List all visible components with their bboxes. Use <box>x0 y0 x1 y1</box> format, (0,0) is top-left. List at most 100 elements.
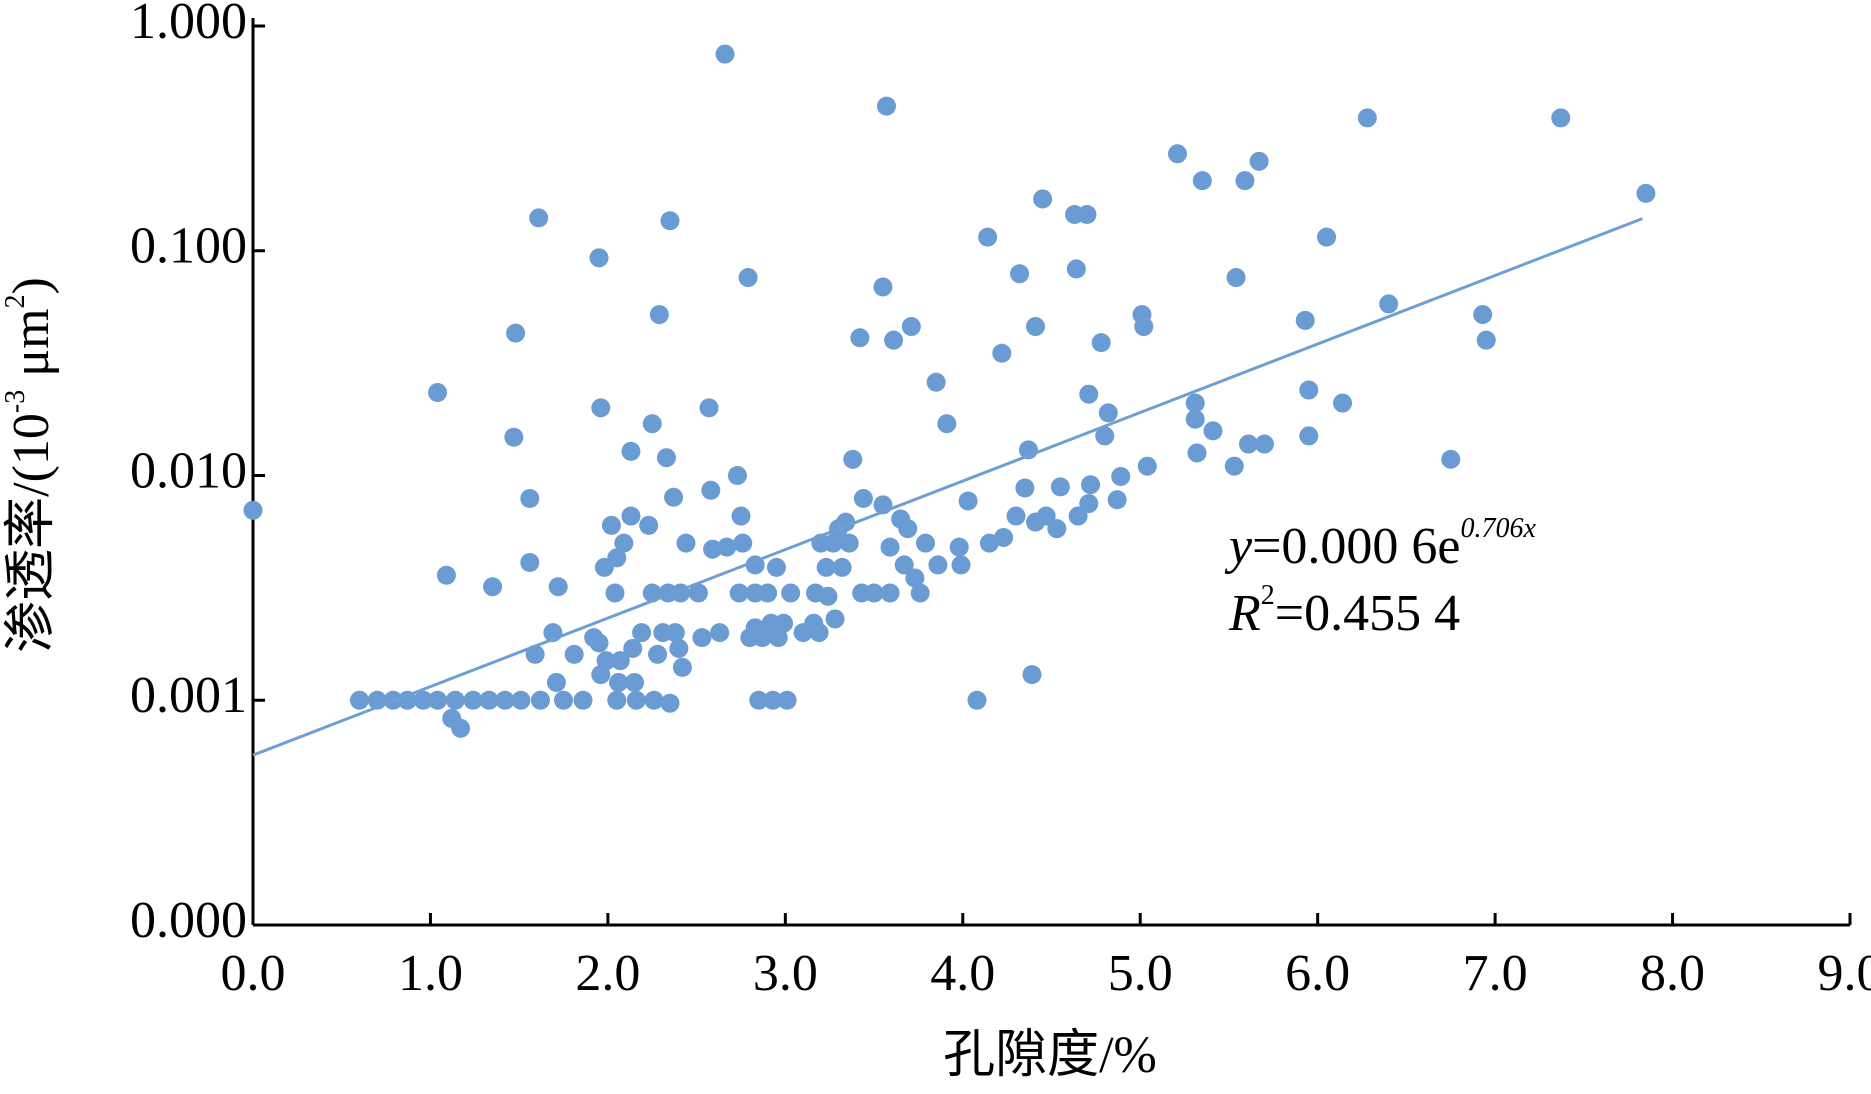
eq-exp: x <box>1523 513 1537 544</box>
x-tick-label: 6.0 <box>1285 945 1350 1002</box>
point <box>994 527 1014 547</box>
x-tick-label: 3.0 <box>753 945 818 1002</box>
point <box>928 555 948 575</box>
point <box>625 672 645 692</box>
x-tick-label: 7.0 <box>1463 945 1528 1002</box>
point <box>504 427 524 447</box>
point <box>1249 151 1269 171</box>
point <box>880 583 900 603</box>
point <box>1006 506 1026 526</box>
x-tick-label: 4.0 <box>930 945 995 1002</box>
point <box>1079 384 1099 404</box>
point <box>715 44 735 64</box>
point <box>506 323 526 343</box>
point <box>436 565 456 585</box>
y-label-part: μm <box>3 308 60 389</box>
point <box>1441 449 1461 469</box>
point <box>777 690 797 710</box>
point <box>1238 434 1258 454</box>
point <box>610 651 630 671</box>
point <box>445 690 465 710</box>
point <box>1473 305 1493 325</box>
point <box>884 330 904 350</box>
point <box>1077 204 1097 224</box>
y-axis-label: 渗透率/(10-3 μm2) <box>0 277 60 653</box>
point <box>451 718 471 738</box>
point <box>623 638 643 658</box>
point <box>548 577 568 597</box>
point <box>926 372 946 392</box>
point <box>1224 456 1244 476</box>
point <box>644 690 664 710</box>
point <box>781 583 801 603</box>
point <box>738 268 758 288</box>
y-label-part: ) <box>3 277 60 294</box>
eq-exp: 0.706 <box>1461 513 1524 544</box>
point <box>729 583 749 603</box>
point <box>1137 456 1157 476</box>
point <box>1036 506 1056 526</box>
trend-line <box>252 217 1643 757</box>
point <box>864 583 884 603</box>
point <box>525 644 545 664</box>
x-tick-label: 8.0 <box>1640 945 1705 1002</box>
point <box>642 414 662 434</box>
point <box>1134 317 1154 337</box>
point <box>758 583 778 603</box>
point <box>710 623 730 643</box>
point <box>609 672 629 692</box>
point <box>483 577 503 597</box>
point <box>596 651 616 671</box>
point <box>1091 333 1111 353</box>
point <box>589 248 609 268</box>
y-tick-label: 0.100 <box>130 218 247 275</box>
point <box>1185 409 1205 429</box>
point <box>768 628 788 648</box>
point <box>349 690 369 710</box>
point <box>809 623 829 643</box>
point <box>632 623 652 643</box>
point <box>1098 403 1118 423</box>
point <box>626 690 646 710</box>
point <box>591 398 611 418</box>
point <box>1254 434 1274 454</box>
point <box>1015 478 1035 498</box>
point <box>1167 144 1187 164</box>
point <box>1111 466 1131 486</box>
point <box>479 690 499 710</box>
point <box>703 539 723 559</box>
point <box>664 487 684 507</box>
point <box>1379 294 1399 314</box>
point <box>397 690 417 710</box>
point <box>1050 477 1070 497</box>
point <box>1333 393 1353 413</box>
point <box>727 466 747 485</box>
x-tick-label: 0.0 <box>221 945 286 1002</box>
point <box>530 690 550 710</box>
point <box>589 633 609 653</box>
point <box>660 211 680 231</box>
point <box>816 557 836 577</box>
point <box>688 583 708 603</box>
point <box>605 583 625 603</box>
point <box>916 533 936 553</box>
point <box>958 491 978 511</box>
point <box>1079 494 1099 514</box>
point <box>853 489 873 509</box>
point <box>898 519 918 539</box>
r2-part: R <box>1228 585 1261 642</box>
point <box>1226 268 1246 288</box>
point <box>733 533 753 553</box>
point <box>843 449 863 469</box>
point <box>832 557 852 577</box>
point <box>873 277 893 297</box>
point <box>699 398 719 418</box>
point <box>692 628 712 648</box>
point <box>564 644 584 664</box>
point <box>766 557 786 577</box>
point <box>546 672 566 692</box>
point <box>1026 317 1046 337</box>
point <box>949 537 969 557</box>
point <box>905 568 925 588</box>
point <box>1299 380 1319 400</box>
